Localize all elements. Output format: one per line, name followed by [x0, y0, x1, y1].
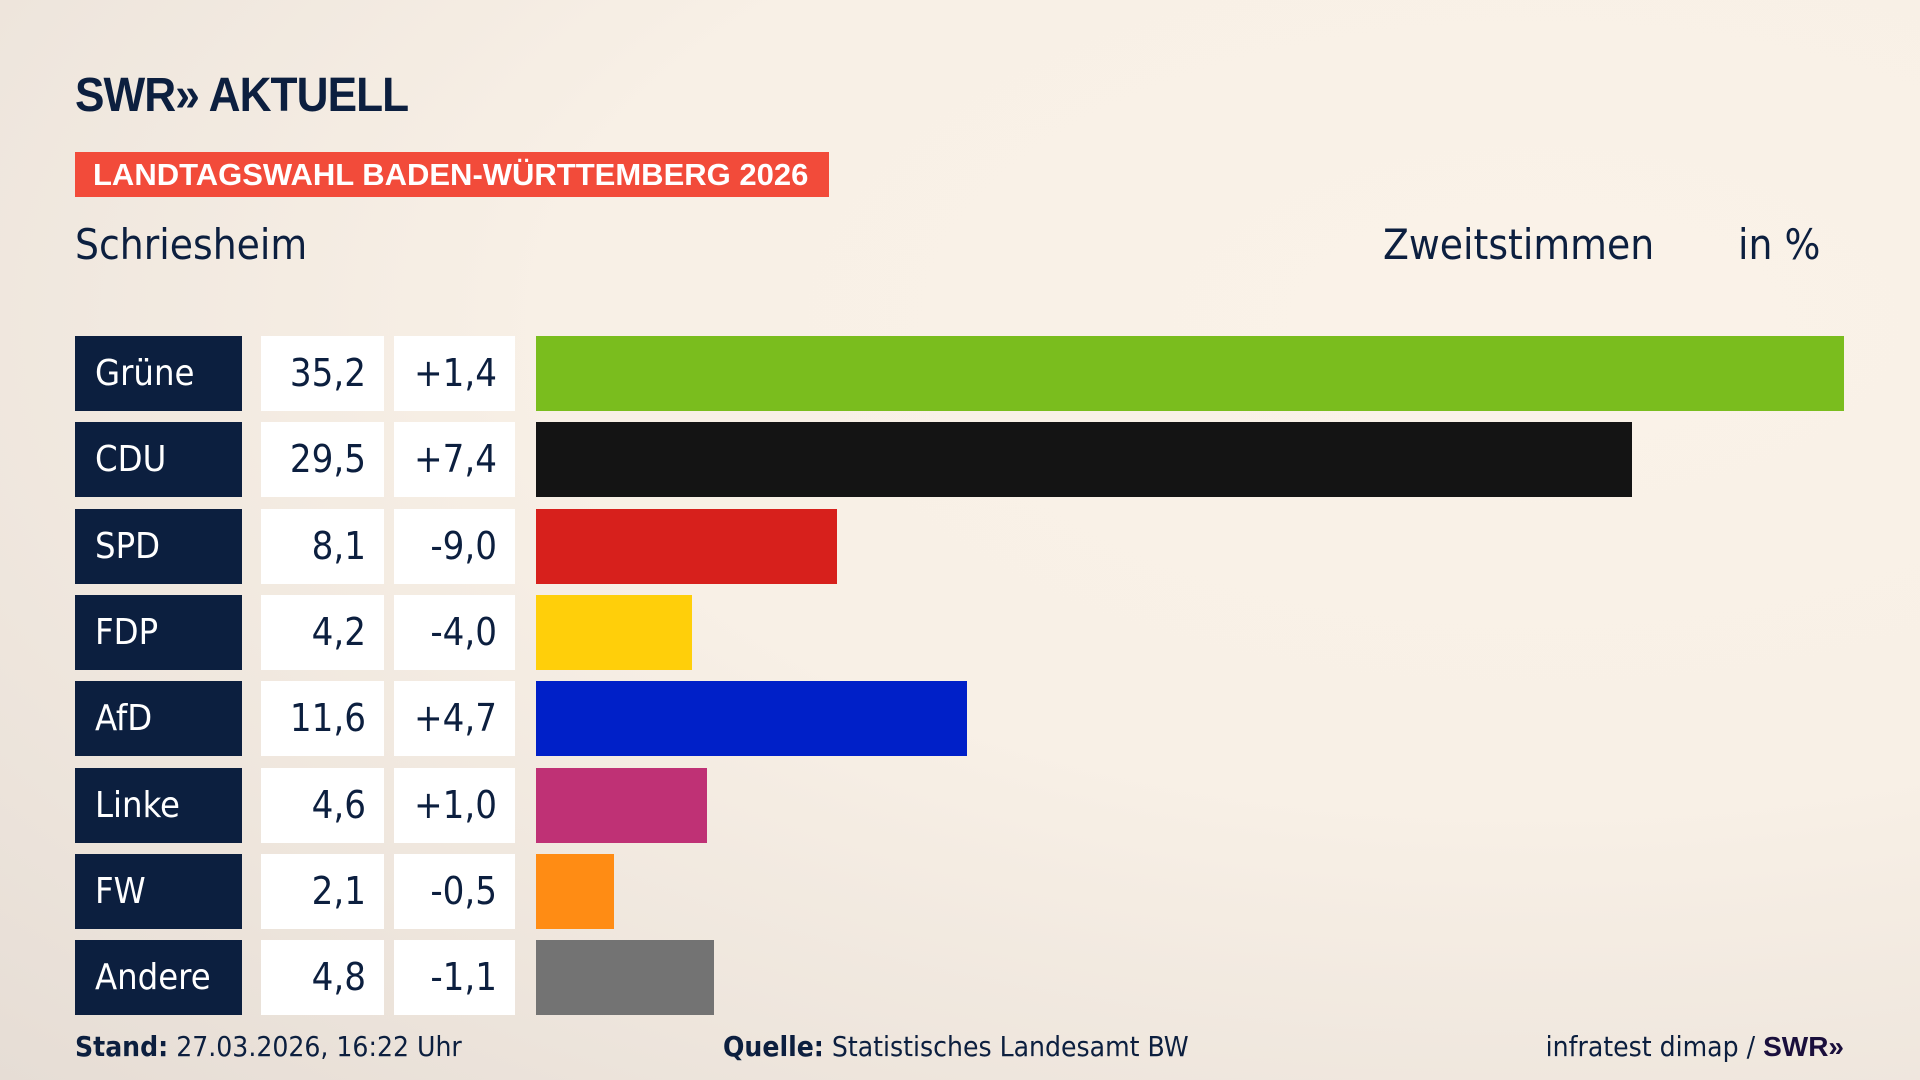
party-label: Linke: [75, 767, 242, 843]
bar: [536, 681, 968, 757]
bar: [536, 767, 707, 843]
diff-label: +7,4: [394, 422, 515, 498]
place-title: Schriesheim: [75, 220, 308, 269]
bar: [536, 422, 1633, 498]
diff-label: +1,0: [394, 767, 515, 843]
party-label: Grüne: [75, 336, 242, 411]
source-label: Quelle:: [723, 1030, 824, 1063]
diff-label: +4,7: [394, 681, 515, 757]
unit-label: in %: [1738, 220, 1821, 269]
bar: [536, 853, 615, 929]
party-label: FW: [75, 853, 242, 929]
party-label: FDP: [75, 594, 242, 670]
diff-label: -1,1: [394, 940, 515, 1016]
value-label: 8,1: [261, 508, 384, 584]
diff-label: -0,5: [394, 853, 515, 929]
swr-aktuell-logo: SWR» AKTUELL: [75, 69, 409, 122]
value-label: 11,6: [261, 681, 384, 757]
stand-label: Stand:: [75, 1030, 169, 1063]
diff-label: -4,0: [394, 594, 515, 670]
election-banner: LANDTAGSWAHL BADEN-WÜRTTEMBERG 2026: [75, 152, 829, 197]
credit-text: infratest dimap /: [1545, 1030, 1764, 1063]
value-label: 35,2: [261, 336, 384, 411]
diff-label: -9,0: [394, 508, 515, 584]
stand-value: 27.03.2026, 16:22 Uhr: [168, 1030, 462, 1063]
bar: [536, 940, 715, 1016]
party-label: CDU: [75, 422, 242, 498]
value-label: 4,6: [261, 767, 384, 843]
value-label: 2,1: [261, 853, 384, 929]
timestamp: Stand: 27.03.2026, 16:22 Uhr: [75, 1030, 462, 1063]
bar: [536, 336, 1844, 411]
source-value: Statistisches Landesamt BW: [823, 1030, 1189, 1063]
bar: [536, 508, 837, 584]
party-label: Andere: [75, 940, 242, 1016]
party-label: SPD: [75, 508, 242, 584]
diff-label: +1,4: [394, 336, 515, 411]
measure-label: Zweitstimmen: [1383, 220, 1655, 269]
swr-logo: SWR»: [1763, 1031, 1844, 1062]
value-label: 29,5: [261, 422, 384, 498]
value-label: 4,8: [261, 940, 384, 1016]
bar: [536, 594, 693, 670]
value-label: 4,2: [261, 594, 384, 670]
source: Quelle: Statistisches Landesamt BW: [723, 1030, 1189, 1063]
credit: infratest dimap / SWR»: [1546, 1030, 1844, 1063]
party-label: AfD: [75, 681, 242, 757]
